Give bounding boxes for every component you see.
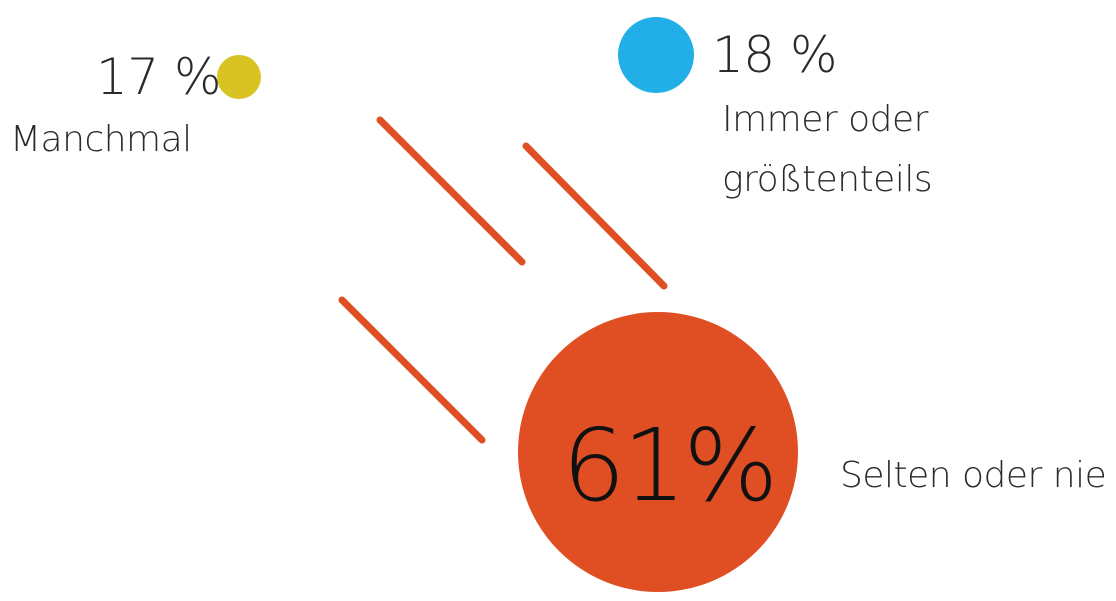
manchmal-percent-label: 17 %	[96, 48, 222, 106]
immer-bubble	[618, 17, 694, 93]
selten-percent-label: 61%	[562, 407, 778, 524]
selten-category-label: Selten oder nie	[840, 455, 1107, 496]
motion-streak	[338, 296, 486, 444]
immer-category-label-line1: Immer oder	[722, 99, 928, 140]
motion-streak	[376, 116, 526, 266]
manchmal-bubble	[217, 55, 261, 99]
motion-streak	[522, 142, 668, 290]
immer-percent-label: 18 %	[712, 26, 838, 84]
selten-bubble	[518, 312, 798, 592]
immer-category-label-line2: größtenteils	[722, 159, 933, 200]
manchmal-category-label: Manchmal	[10, 119, 192, 160]
